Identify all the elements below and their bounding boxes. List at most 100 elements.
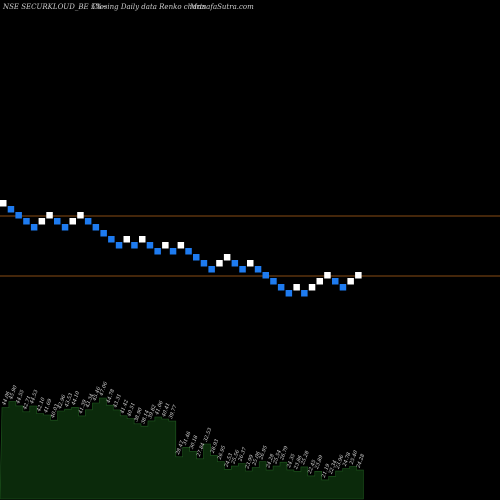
down-brick xyxy=(193,254,200,261)
volume-label: 41.42 xyxy=(119,399,130,415)
up-brick xyxy=(316,278,323,285)
down-brick xyxy=(169,248,177,255)
volume-label: 31.46 xyxy=(182,430,193,446)
volume-label: 42.10 xyxy=(36,396,47,413)
volume-label: 44.10 xyxy=(70,390,81,407)
up-brick xyxy=(46,212,53,219)
down-brick xyxy=(262,272,269,279)
up-brick xyxy=(38,218,46,225)
volume-area xyxy=(0,397,364,500)
up-brick xyxy=(139,236,146,243)
volume-label: 44.78 xyxy=(105,388,116,404)
down-brick xyxy=(339,284,347,291)
volume-label: 43.34 xyxy=(84,393,95,409)
volume-label: 41.39 xyxy=(77,398,88,415)
volume-label: 24.35 xyxy=(286,453,297,469)
down-brick xyxy=(7,206,15,213)
volume-label: 45.46 xyxy=(91,385,102,402)
volume-label: 39.77 xyxy=(168,404,179,420)
down-brick xyxy=(146,242,154,249)
up-brick xyxy=(69,218,76,225)
down-brick xyxy=(277,284,285,291)
volume-label: 42.71 xyxy=(22,395,33,411)
volume-label: 41.69 xyxy=(43,397,54,414)
volume-label: 26.95 xyxy=(258,445,269,461)
down-brick xyxy=(154,248,161,255)
down-brick xyxy=(115,242,123,249)
site-watermark: MunafaSutra.com xyxy=(190,3,254,11)
down-brick xyxy=(285,290,293,297)
down-brick xyxy=(200,260,208,267)
down-brick xyxy=(92,224,100,231)
up-brick xyxy=(162,242,169,249)
volume-label: 28.47 xyxy=(175,439,186,456)
volume-label: 26.37 xyxy=(237,446,248,463)
volume-label: 24.78 xyxy=(341,452,352,468)
down-brick xyxy=(108,236,115,243)
down-brick xyxy=(61,224,69,231)
volume-label: 25.28 xyxy=(300,450,311,466)
volume-label: 25.54 xyxy=(272,449,283,465)
down-brick xyxy=(23,218,30,225)
volume-label: 39.82 xyxy=(147,404,158,420)
volume-label: 28.93 xyxy=(209,439,220,455)
volume-label: 44.53 xyxy=(29,389,40,405)
volume-label: 21.19 xyxy=(321,462,332,479)
down-brick xyxy=(84,218,92,225)
down-brick xyxy=(301,290,308,297)
down-brick xyxy=(54,218,61,225)
down-brick xyxy=(239,266,246,273)
volume-label: 32.53 xyxy=(203,427,214,443)
volume-fill xyxy=(0,397,364,500)
up-brick xyxy=(0,200,7,207)
volume-label: 26.79 xyxy=(279,445,290,462)
volume-label: 26.95 xyxy=(216,445,227,461)
up-brick xyxy=(324,272,331,279)
volume-label: 43.31 xyxy=(112,393,123,409)
up-brick xyxy=(77,212,84,219)
volume-label: 38.14 xyxy=(140,409,151,425)
up-brick xyxy=(355,272,362,279)
up-brick xyxy=(347,278,354,285)
renko-bricks xyxy=(0,200,362,297)
volume-label: 25.06 xyxy=(251,450,262,467)
volume-label: 27.84 xyxy=(195,442,206,458)
down-brick xyxy=(185,248,192,255)
volume-label: 40.41 xyxy=(161,402,172,418)
volume-label: 43.53 xyxy=(63,392,74,408)
down-brick xyxy=(270,278,277,285)
volume-label: 44.06 xyxy=(1,390,12,407)
down-brick xyxy=(131,242,138,249)
volume-label: 23.89 xyxy=(314,454,325,471)
up-brick xyxy=(223,254,231,261)
volume-label: 23.86 xyxy=(293,454,304,471)
down-brick xyxy=(30,224,38,231)
down-brick xyxy=(332,278,339,285)
volume-label: 41.06 xyxy=(154,399,165,416)
volume-label: 42.96 xyxy=(56,393,67,410)
volume-label: 40.03 xyxy=(49,403,60,419)
up-brick xyxy=(308,284,316,291)
up-brick xyxy=(216,260,223,267)
volume-label: 23.99 xyxy=(244,453,255,470)
volume-label: 44.55 xyxy=(15,389,26,405)
up-brick xyxy=(293,284,300,291)
down-brick xyxy=(254,266,262,273)
down-brick xyxy=(15,212,22,219)
down-brick xyxy=(231,260,239,267)
down-brick xyxy=(100,230,107,237)
volume-label: 47.06 xyxy=(98,380,109,397)
volume-label: 25.40 xyxy=(348,449,359,466)
up-brick xyxy=(247,260,254,267)
volume-label: 40.51 xyxy=(126,402,137,418)
up-brick xyxy=(177,242,185,249)
volume-label: 45.90 xyxy=(8,384,19,401)
up-brick xyxy=(123,236,130,243)
volume-label: 24.28 xyxy=(355,453,366,469)
volume-label: 25.56 xyxy=(230,449,241,466)
volume-label: 30.18 xyxy=(189,435,200,451)
symbol-title: NSE SECURKLOUD_BE 5%~ xyxy=(3,3,108,11)
volume-label: 24.53 xyxy=(223,452,234,468)
volume-label: 22.45 xyxy=(307,459,318,475)
